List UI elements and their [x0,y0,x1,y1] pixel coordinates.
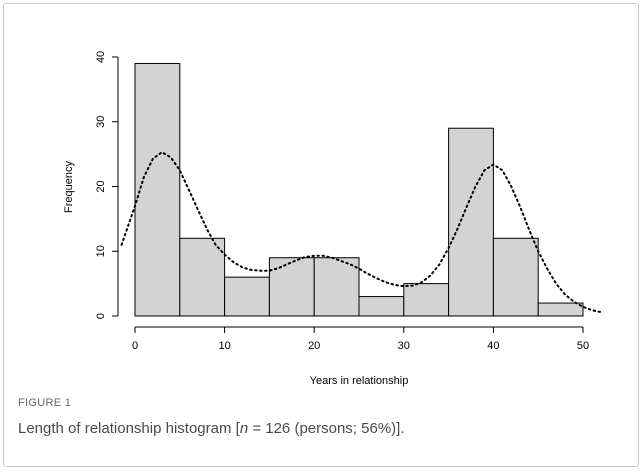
caption-n-symbol: n [239,420,249,437]
histogram-bar [268,257,315,317]
histogram-bar [492,237,539,317]
y-tick-label: 20 [95,180,107,192]
x-tick-label: 50 [577,340,589,352]
x-tick-label: 20 [308,340,320,352]
x-tick-label: 0 [132,340,138,352]
histogram-bar [403,283,450,317]
figure-label: FIGURE 1 [18,397,72,409]
histogram-bar [134,62,181,317]
x-axis: 0 10 20 30 40 50 [132,326,589,352]
histogram-chart: 0 10 20 30 40 0 10 20 30 40 50 Frequency Years in… [63,51,602,387]
density-curve [120,151,602,314]
histogram-bars [134,62,584,317]
y-axis: 0 10 20 30 40 [95,51,119,319]
x-tick-label: 40 [487,340,499,352]
caption-text-start: Length of relationship histogram [ [18,420,240,437]
x-tick-label: 10 [218,340,230,352]
histogram-bar [224,276,270,317]
histogram-bar [179,237,226,317]
y-axis-label: Frequency [63,161,75,213]
caption-text-end: = 126 (persons; 56%)]. [248,420,405,437]
x-tick-label: 30 [398,340,410,352]
y-tick-label: 10 [95,245,107,257]
y-tick-label: 0 [95,313,107,319]
histogram-bar [537,302,584,317]
y-tick-label: 30 [95,116,107,128]
y-tick-label: 40 [95,51,107,63]
histogram-bar [313,257,360,317]
figure-frame [3,3,639,467]
histogram-bar [448,127,494,317]
x-axis-label: Years in relationship [310,375,409,387]
histogram-bar [358,296,405,317]
figure-caption: Length of relationship histogram [n = 12… [18,420,405,437]
